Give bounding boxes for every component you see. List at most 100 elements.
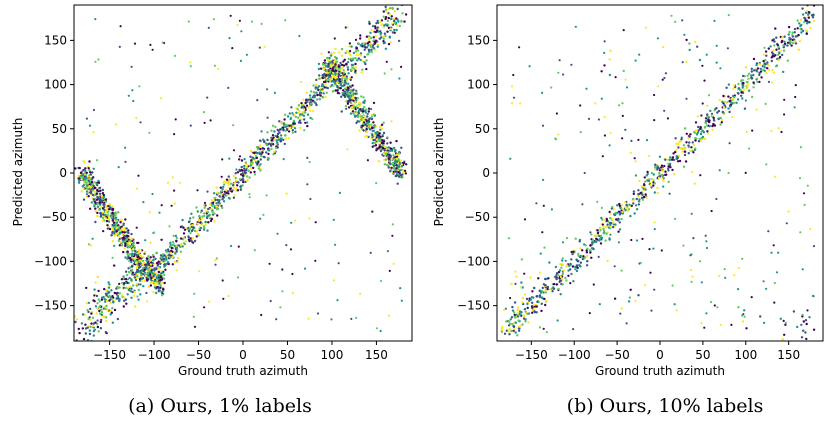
scatter-point — [96, 211, 99, 215]
scatter-point — [164, 259, 167, 262]
scatter-point — [270, 142, 273, 145]
scatter-point — [375, 131, 379, 134]
scatter-point — [240, 165, 243, 169]
scatter-point — [364, 135, 367, 138]
scatter-point — [805, 19, 808, 22]
scatter-point — [542, 178, 545, 181]
scatter-point — [538, 326, 542, 329]
scatter-point — [277, 138, 280, 141]
x-tick-label: −50 — [604, 348, 629, 362]
scatter-point — [682, 244, 685, 247]
scatter-point — [545, 299, 548, 303]
scatter-point — [115, 232, 118, 235]
scatter-point — [148, 269, 151, 272]
scatter-point — [369, 128, 372, 131]
scatter-point — [91, 180, 94, 184]
scatter-point — [514, 270, 517, 273]
scatter-point — [743, 309, 746, 312]
scatter-point — [105, 299, 109, 303]
scatter-point — [351, 96, 354, 99]
scatter-point — [520, 311, 523, 314]
scatter-point — [622, 29, 625, 32]
scatter-point — [317, 67, 321, 71]
scatter-point — [332, 218, 335, 221]
scatter-point — [111, 231, 114, 235]
scatter-point — [268, 149, 271, 152]
scatter-point — [365, 134, 369, 138]
scatter-point — [756, 80, 759, 84]
scatter-point — [202, 111, 205, 114]
scatter-point — [97, 181, 101, 184]
scatter-point — [114, 123, 117, 126]
scatter-point — [308, 217, 311, 220]
scatter-point — [335, 57, 338, 60]
scatter-point — [315, 83, 318, 87]
scatter-point — [104, 198, 108, 201]
scatter-point — [202, 228, 206, 231]
scatter-point — [89, 325, 92, 328]
scatter-point — [741, 86, 744, 89]
scatter-point — [373, 125, 377, 128]
scatter-point — [376, 26, 379, 29]
scatter-point — [238, 155, 242, 158]
scatter-point — [148, 211, 151, 214]
scatter-point — [809, 227, 812, 231]
scatter-point — [384, 146, 387, 149]
scatter-point — [581, 249, 584, 252]
scatter-point — [371, 126, 374, 129]
scatter-point — [784, 321, 787, 325]
scatter-point — [682, 165, 686, 168]
scatter-point — [697, 129, 700, 132]
scatter-point — [212, 201, 215, 204]
scatter-point — [177, 244, 181, 247]
scatter-point — [706, 132, 710, 135]
scatter-point — [644, 193, 647, 196]
scatter-point — [712, 123, 715, 126]
scatter-point — [793, 40, 796, 43]
scatter-point — [630, 238, 633, 242]
scatter-point — [82, 187, 85, 191]
scatter-point — [381, 146, 385, 150]
scatter-point — [228, 37, 231, 40]
scatter-point — [780, 130, 783, 134]
scatter-point — [382, 131, 386, 135]
scatter-point — [371, 46, 375, 49]
scatter-point — [367, 44, 370, 47]
scatter-point — [175, 240, 178, 243]
scatter-point — [220, 175, 223, 178]
scatter-point — [758, 71, 761, 75]
scatter-point — [620, 217, 623, 221]
scatter-point — [781, 53, 784, 57]
scatter-point — [283, 118, 286, 121]
scatter-point — [391, 6, 394, 10]
scatter-point — [314, 259, 317, 262]
scatter-point — [585, 87, 588, 90]
scatter-point — [779, 49, 782, 52]
scatter-point — [209, 119, 212, 122]
scatter-point — [763, 66, 766, 69]
scatter-point — [125, 227, 128, 230]
scatter-point — [395, 24, 399, 27]
scatter-point — [334, 243, 337, 246]
scatter-point — [139, 254, 142, 257]
scatter-point — [675, 142, 678, 145]
scatter-point — [346, 61, 350, 64]
scatter-point — [354, 69, 357, 73]
scatter-point — [127, 245, 130, 248]
scatter-point — [298, 34, 301, 38]
scatter-point — [596, 238, 599, 241]
scatter-point — [289, 117, 292, 121]
scatter-point — [610, 222, 613, 225]
scatter-point — [161, 271, 164, 275]
scatter-point — [323, 86, 326, 89]
scatter-point — [380, 127, 384, 130]
scatter-point — [93, 203, 96, 206]
scatter-point — [222, 185, 225, 189]
scatter-point — [558, 59, 561, 62]
scatter-point — [602, 232, 605, 235]
scatter-point — [98, 201, 102, 205]
scatter-point — [109, 301, 112, 305]
scatter-point — [622, 69, 625, 73]
scatter-point — [588, 312, 591, 315]
scatter-point — [356, 115, 360, 119]
